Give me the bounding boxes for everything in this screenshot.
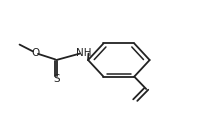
Text: NH: NH [76,48,92,58]
Text: O: O [31,48,40,58]
Text: S: S [53,74,60,84]
